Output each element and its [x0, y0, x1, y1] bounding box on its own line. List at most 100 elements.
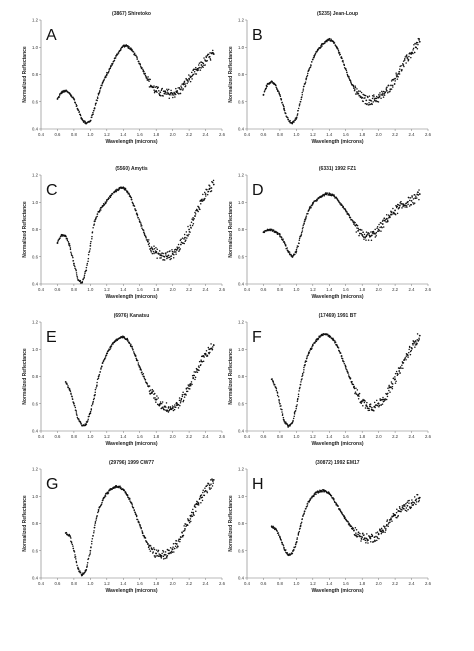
data-point — [130, 198, 133, 201]
data-point — [210, 343, 212, 345]
panel-letter: C — [46, 182, 58, 199]
data-point — [194, 506, 197, 508]
data-point — [113, 59, 116, 62]
data-point — [136, 56, 138, 58]
data-point — [76, 275, 78, 278]
data-point — [153, 245, 155, 247]
data-point — [144, 72, 146, 75]
data-point — [390, 80, 393, 82]
data-point — [397, 510, 400, 512]
data-point — [170, 255, 173, 257]
data-point — [189, 224, 192, 226]
data-point — [276, 392, 279, 394]
data-point — [374, 97, 377, 100]
data-point — [191, 515, 194, 518]
data-point — [404, 509, 407, 512]
data-point — [371, 94, 374, 97]
data-point — [76, 416, 79, 419]
data-point — [364, 237, 367, 239]
y-tick-label: 1.2 — [32, 18, 39, 23]
data-point — [279, 95, 282, 98]
data-point — [308, 351, 310, 354]
data-point — [359, 532, 361, 535]
data-point — [202, 66, 204, 69]
data-point — [160, 557, 163, 559]
data-point — [298, 239, 301, 242]
data-point — [111, 64, 114, 66]
data-point — [401, 509, 403, 511]
data-point — [173, 547, 176, 550]
data-point — [209, 57, 211, 60]
x-tick-label: 1.4 — [120, 132, 127, 137]
x-tick-label: 0.6 — [260, 434, 267, 439]
data-point — [95, 517, 98, 519]
data-point — [296, 540, 298, 543]
data-point — [192, 219, 195, 221]
data-point — [136, 359, 139, 362]
data-point — [184, 83, 186, 85]
data-point — [370, 239, 373, 241]
data-point — [158, 553, 160, 555]
data-point — [96, 378, 99, 381]
x-tick-label: 0.8 — [71, 287, 78, 292]
data-point — [353, 387, 356, 390]
data-point — [96, 99, 98, 102]
data-point — [347, 521, 350, 523]
data-point — [129, 48, 131, 50]
data-point — [117, 486, 120, 489]
data-point — [311, 204, 314, 206]
data-point — [99, 371, 102, 373]
x-tick-label: 0.6 — [54, 287, 61, 292]
data-point — [161, 255, 163, 257]
data-point — [95, 217, 97, 220]
data-point — [181, 532, 183, 534]
data-point — [354, 221, 356, 224]
panel-title: (6976) Kanatsu — [114, 313, 150, 319]
data-point — [373, 401, 376, 404]
data-point — [418, 189, 420, 191]
data-point — [412, 49, 414, 51]
y-tick-label: 0.6 — [32, 548, 39, 553]
data-point — [411, 195, 413, 197]
data-point — [153, 91, 156, 94]
data-point — [151, 391, 153, 393]
data-point — [386, 91, 389, 94]
data-point — [148, 78, 150, 80]
data-point — [180, 238, 182, 240]
data-point — [71, 543, 74, 546]
x-tick-label: 2.2 — [186, 581, 193, 586]
data-point — [87, 418, 89, 420]
data-point — [391, 383, 394, 385]
data-point — [88, 415, 90, 418]
data-point — [104, 495, 107, 497]
data-point — [186, 387, 189, 389]
x-tick-label: 2.0 — [376, 132, 383, 137]
x-tick-label: 2.6 — [219, 581, 226, 586]
data-point — [210, 483, 212, 485]
data-point — [381, 531, 383, 533]
data-point — [75, 268, 77, 271]
data-point — [162, 95, 164, 97]
data-point — [314, 493, 316, 495]
x-tick-label: 2.0 — [170, 581, 177, 586]
data-point — [334, 340, 336, 342]
data-point — [311, 346, 313, 348]
data-point — [177, 87, 179, 89]
data-point — [202, 354, 205, 357]
x-tick-label: 2.6 — [425, 132, 432, 137]
data-point — [167, 256, 169, 259]
x-tick-label: 1.2 — [310, 132, 317, 137]
data-point — [415, 501, 418, 503]
x-tick-label: 1.0 — [293, 434, 300, 439]
data-point — [167, 92, 169, 94]
data-point — [121, 46, 123, 49]
data-point — [307, 501, 309, 503]
data-point — [362, 404, 364, 407]
data-point — [138, 522, 140, 524]
x-tick-label: 1.8 — [153, 287, 160, 292]
data-point — [406, 57, 409, 60]
data-point — [293, 120, 295, 122]
data-point — [373, 95, 375, 98]
data-point — [401, 207, 403, 209]
data-point — [416, 48, 419, 50]
